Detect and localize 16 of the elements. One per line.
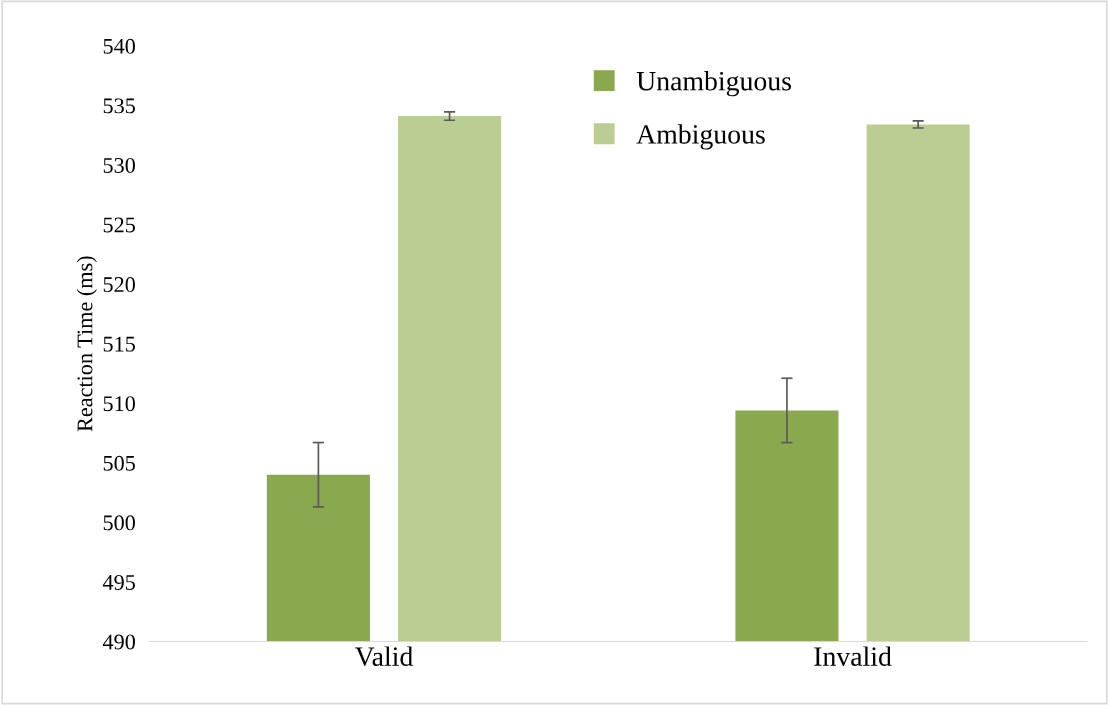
y-tick-label: 530 (103, 157, 135, 173)
y-tick-label: 500 (103, 515, 135, 531)
legend-label: Unambiguous (636, 70, 791, 97)
y-tick-label: 495 (102, 574, 135, 590)
y-tick-label: 505 (103, 455, 135, 471)
y-tick-label: 540 (103, 38, 135, 54)
y-tick-label: 510 (103, 396, 135, 412)
y-tick-label: 535 (103, 98, 135, 114)
y-tick-label: 515 (103, 336, 135, 352)
legend-label: Ambiguous (636, 124, 765, 150)
y-axis-title: Reaction Time (ms) (76, 256, 97, 432)
y-tick-label: 525 (103, 217, 135, 233)
x-tick-label: Invalid (814, 646, 892, 666)
x-tick-label: Valid (354, 646, 413, 667)
y-tick-label: 520 (103, 277, 135, 293)
y-tick-label: 490 (102, 634, 135, 650)
